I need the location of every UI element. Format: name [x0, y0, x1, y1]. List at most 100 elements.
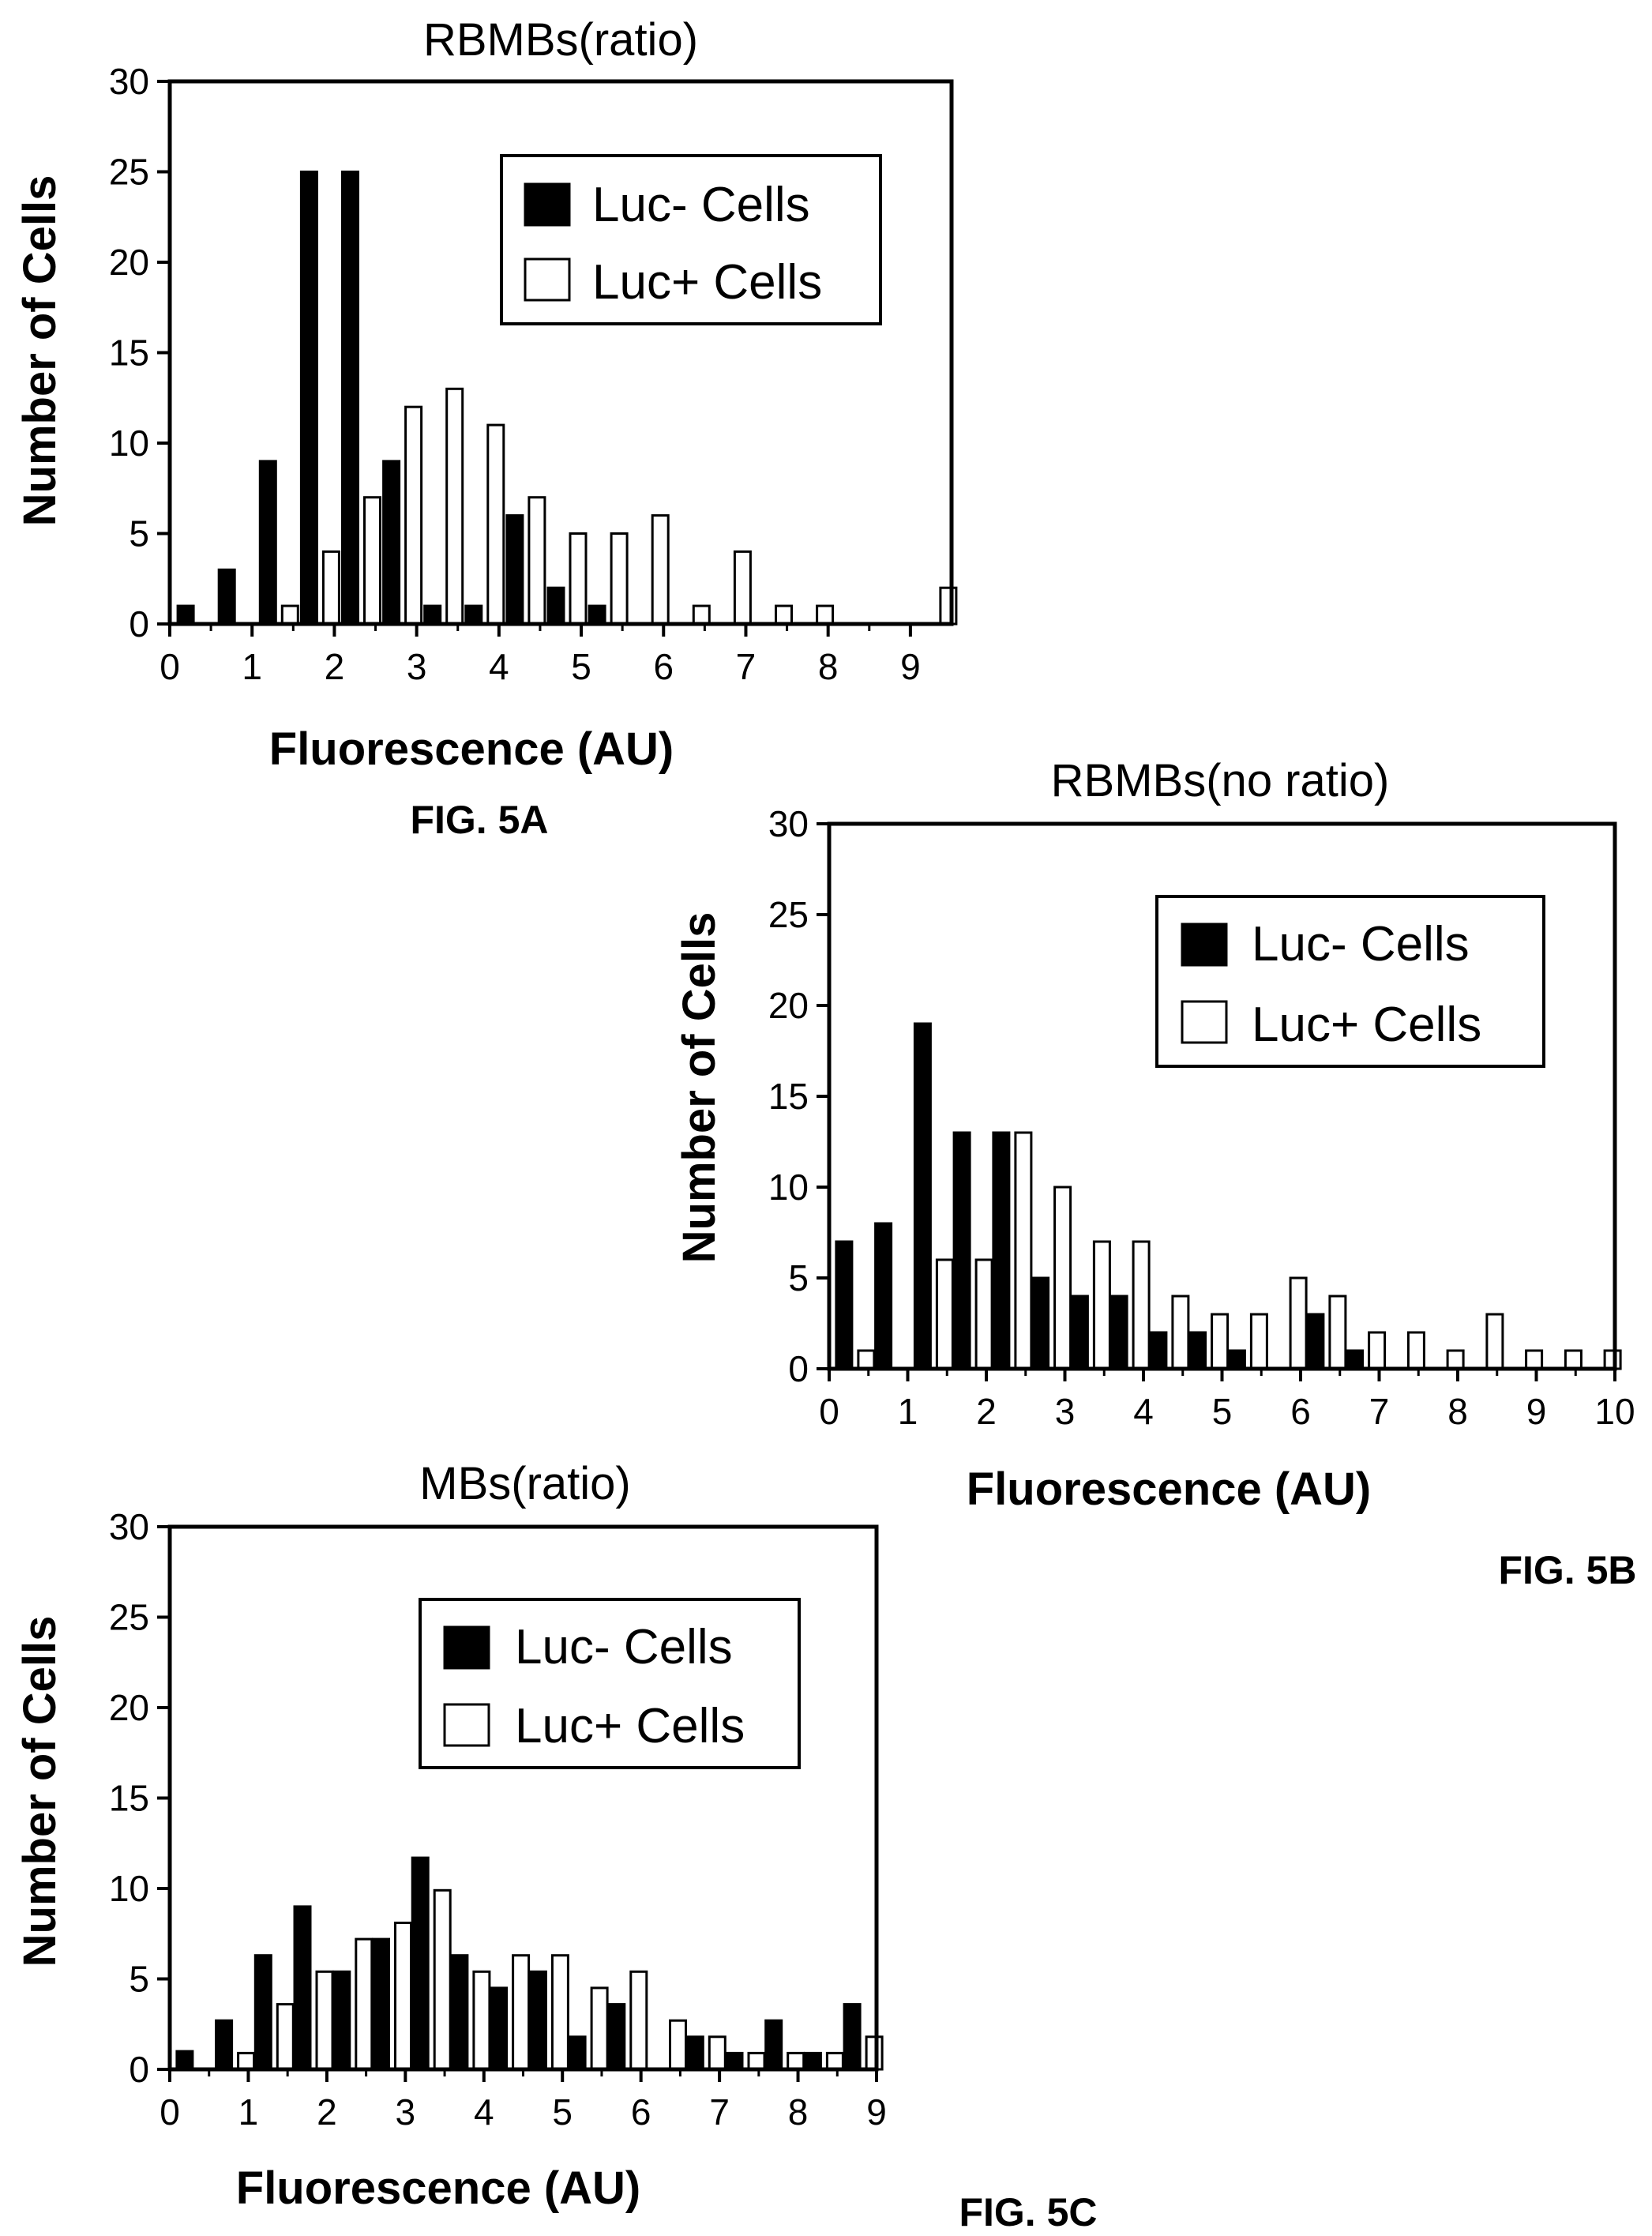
chart-5c-y-tick-label-25: 25	[109, 1597, 149, 1638]
chart-5c-bar-series1-7	[450, 1954, 469, 2071]
chart-5c-bar-series1-4	[332, 1970, 351, 2071]
chart-5a-bar-series2-6	[445, 387, 464, 626]
chart-5b-figure-label: FIG. 5B	[1498, 1548, 1636, 1592]
legend-label-luc-plus: Luc+ Cells	[1252, 998, 1481, 1052]
chart-5b-bar-series2-18	[1564, 1349, 1583, 1370]
chart-5a-y-tick-label-30: 30	[109, 61, 149, 102]
chart-5a-bar-series1-2	[258, 460, 277, 626]
chart-5b-bar-series2-11	[1289, 1276, 1308, 1370]
chart-5b-bar-series1-2	[913, 1022, 932, 1370]
chart-5a-x-tick-label-5: 5	[571, 646, 591, 687]
chart-5b-y-tick-label-25: 25	[768, 894, 809, 935]
chart-5c-bar-series2-11	[629, 1970, 648, 2071]
chart-5a-bar-series2-8	[528, 496, 546, 626]
chart-5c-title: MBs(ratio)	[419, 1458, 630, 1509]
chart-5a-bar-series1-8	[505, 514, 524, 626]
chart-5b-x-tick-label-7: 7	[1369, 1391, 1390, 1432]
chart-5c-bar-series2-9	[550, 1954, 569, 2071]
chart-5c-bar-series1-17	[843, 2003, 862, 2071]
chart-5b-bar-series2-2	[935, 1258, 954, 1370]
chart-5a-x-axis-label: Fluorescence (AU)	[269, 723, 674, 775]
chart-5c-x-tick-label-2: 2	[317, 2091, 337, 2133]
legend-swatch-luc-plus	[443, 1703, 490, 1747]
chart-5a-bar-series1-4	[341, 171, 359, 626]
chart-5c-plot-area: 0 5 10 15 20 25 30 0 1 2 3 4 5 6 7 8 9	[109, 1506, 887, 2133]
chart-5b-x-tick-label-3: 3	[1055, 1391, 1076, 1432]
chart-5b-bar-series1-4	[992, 1131, 1011, 1370]
chart-5b-bar-series1-8	[1149, 1331, 1168, 1370]
chart-5c-x-axis-label: Fluorescence (AU)	[236, 2163, 640, 2214]
legend-label-luc-minus: Luc- Cells	[515, 1620, 733, 1674]
chart-5b-bar-series2-7	[1132, 1240, 1151, 1370]
chart-5c-y-axis-label: Number of Cells	[14, 1616, 66, 1967]
chart-5b-bar-series2-9	[1211, 1313, 1230, 1370]
chart-5b-y-tick-label-15: 15	[768, 1076, 809, 1117]
chart-5a-bar-series2-4	[363, 496, 381, 626]
chart-5b-x-tick-label-8: 8	[1447, 1391, 1468, 1432]
chart-5c-bar-series1-2	[253, 1954, 272, 2071]
chart-5c-bar-series1-13	[685, 2035, 704, 2071]
chart-5b-bar-series2-19	[1603, 1349, 1622, 1370]
chart-5c-bar-series1-16	[803, 2051, 822, 2071]
chart-5c-bar-series2-6	[433, 1888, 452, 2071]
chart-5a-bar-series2-5	[404, 405, 423, 626]
chart-5a-bar-series1-1	[217, 568, 236, 626]
chart-5a-x-tick-label-3: 3	[407, 646, 427, 687]
chart-5b-x-tick-label-0: 0	[819, 1391, 839, 1432]
chart-5a-x-tick-label-6: 6	[653, 646, 674, 687]
chart-5a-legend: Luc- Cells Luc+ Cells	[500, 154, 882, 325]
chart-5b-x-tick-label-1: 1	[898, 1391, 918, 1432]
chart-5c-y-tick-label-5: 5	[129, 1959, 149, 2000]
chart-5b-bar-series2-16	[1485, 1313, 1504, 1370]
legend-swatch-luc-minus	[443, 1625, 490, 1670]
chart-5b-bar-series1-12	[1306, 1313, 1325, 1370]
chart-5c-x-tick-label-5: 5	[552, 2091, 573, 2133]
chart-5a-y-tick-label-15: 15	[109, 333, 149, 374]
chart-5c-bar-series1-1	[215, 2019, 234, 2071]
chart-5c-bar-series2-16	[825, 2051, 844, 2071]
chart-5b-bar-series1-5	[1031, 1276, 1050, 1370]
chart-5a-x-tick-label-4: 4	[489, 646, 509, 687]
chart-5a-plot-area: 0 5 10 15 20 25 30 0 1 2 3 4 5 6 7 8 9	[109, 61, 958, 687]
chart-5c-bar-series1-5	[372, 1937, 390, 2071]
legend-label-luc-plus: Luc+ Cells	[592, 255, 822, 310]
chart-5b-y-tick-label-30: 30	[768, 803, 809, 844]
chart-5b-bar-series1-10	[1227, 1349, 1246, 1370]
chart-5c-x-tick-label-9: 9	[866, 2091, 887, 2133]
chart-5a-y-tick-label-25: 25	[109, 152, 149, 193]
chart-5b-x-tick-label-5: 5	[1212, 1391, 1233, 1432]
chart-5b-bar-series2-14	[1406, 1331, 1425, 1370]
chart-5a-bar-series2-7	[486, 423, 505, 626]
legend-swatch-luc-minus	[524, 182, 571, 227]
chart-5b-bar-series2-15	[1446, 1349, 1465, 1370]
chart-5a-x-tick-label-2: 2	[325, 646, 345, 687]
chart-5b-x-tick-label-4: 4	[1133, 1391, 1154, 1432]
chart-5a-y-tick-label-20: 20	[109, 242, 149, 283]
chart-5c-bar-series2-12	[669, 2019, 687, 2071]
chart-5a: RBMBs(ratio) 0 5 10 15 20 25 30 0 1 2 3 4 5 6 7 8 9 Numb…	[14, 14, 958, 842]
chart-5b-bar-series1-9	[1188, 1331, 1207, 1370]
chart-5b-bar-series1-7	[1109, 1295, 1128, 1370]
chart-5a-y-tick-label-5: 5	[129, 513, 149, 554]
chart-5a-y-tick-label-0: 0	[129, 603, 149, 644]
chart-5b-plot-area: 0 5 10 15 20 25 30 0 1 2 3 4 5 6 7 8 9 10	[768, 803, 1635, 1432]
chart-5c-bar-series2-2	[276, 2003, 295, 2071]
chart-5a-bar-series1-7	[464, 604, 483, 626]
chart-5a-bar-series1-3	[299, 171, 318, 626]
chart-5a-bar-series2-12	[692, 604, 711, 626]
chart-5b-x-tick-label-6: 6	[1290, 1391, 1311, 1432]
chart-5b-bar-series2-6	[1092, 1240, 1111, 1370]
chart-5b-y-tick-label-0: 0	[788, 1348, 809, 1389]
chart-5c-legend: Luc- Cells Luc+ Cells	[419, 1598, 801, 1769]
chart-5c-bar-series2-7	[472, 1970, 491, 2071]
chart-5c-x-tick-label-6: 6	[631, 2091, 651, 2133]
legend-swatch-luc-plus	[1181, 1000, 1228, 1044]
chart-5a-bar-series1-9	[546, 586, 565, 626]
chart-5a-bar-series2-3	[321, 550, 340, 626]
chart-5b-y-tick-label-5: 5	[788, 1257, 809, 1298]
chart-5b-bar-series2-5	[1053, 1186, 1072, 1370]
chart-5c-figure-label: FIG. 5C	[959, 2190, 1097, 2234]
chart-5c-bar-series2-5	[394, 1922, 412, 2071]
chart-5c-bar-series1-3	[293, 1905, 312, 2071]
